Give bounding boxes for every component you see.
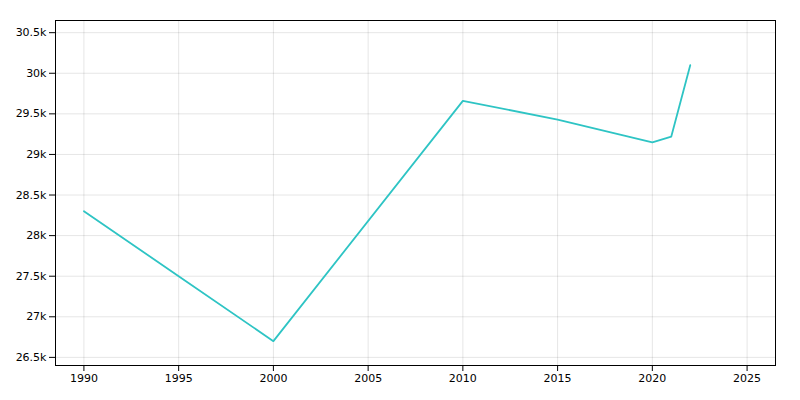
svg-text:1990: 1990 xyxy=(70,372,98,385)
svg-text:29.5k: 29.5k xyxy=(16,107,47,120)
svg-text:2010: 2010 xyxy=(449,372,477,385)
svg-text:30k: 30k xyxy=(26,67,47,80)
svg-text:30.5k: 30.5k xyxy=(16,26,47,39)
svg-text:28k: 28k xyxy=(26,229,47,242)
svg-text:2005: 2005 xyxy=(354,372,382,385)
svg-text:28.5k: 28.5k xyxy=(16,189,47,202)
svg-text:27.5k: 27.5k xyxy=(16,270,47,283)
svg-text:2000: 2000 xyxy=(259,372,287,385)
svg-text:1995: 1995 xyxy=(165,372,193,385)
svg-text:27k: 27k xyxy=(26,310,47,323)
svg-text:29k: 29k xyxy=(26,148,47,161)
svg-text:2020: 2020 xyxy=(638,372,666,385)
svg-text:26.5k: 26.5k xyxy=(16,351,47,364)
svg-text:2015: 2015 xyxy=(544,372,572,385)
svg-text:2025: 2025 xyxy=(733,372,761,385)
